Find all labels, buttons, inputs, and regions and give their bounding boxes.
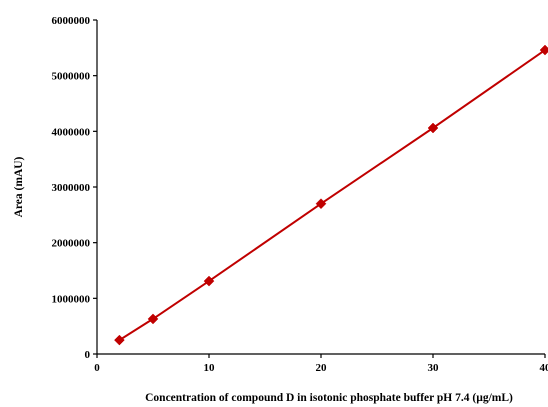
x-tick-label: 20 xyxy=(316,362,328,374)
data-point-marker xyxy=(203,275,215,287)
x-tick-label: 40 xyxy=(540,362,548,374)
y-axis-ticks: 0 1000000 2000000 3000000 4000000 5000000 6000… xyxy=(52,15,97,361)
y-tick-label: 5000000 xyxy=(52,71,91,83)
y-tick-label: 3000000 xyxy=(52,182,91,194)
axes xyxy=(96,20,545,355)
y-tick-label: 1000000 xyxy=(52,293,91,305)
x-tick-label: 0 xyxy=(94,362,100,374)
data-point-marker xyxy=(427,122,439,134)
x-axis-ticks: 0 10 20 30 40 xyxy=(94,354,548,374)
x-tick-label: 30 xyxy=(428,362,440,374)
x-tick-label: 10 xyxy=(204,362,216,374)
data-point-marker xyxy=(539,44,548,56)
data-point-marker xyxy=(147,313,159,325)
y-tick-label: 0 xyxy=(85,349,91,361)
x-axis-title: Concentration of compound D in isotonic … xyxy=(145,392,513,404)
y-tick-label: 6000000 xyxy=(52,15,91,27)
series-line xyxy=(118,49,546,341)
y-axis-title: Area (mAU) xyxy=(13,156,25,217)
plot-area xyxy=(114,44,548,346)
y-tick-label: 4000000 xyxy=(52,126,91,138)
y-tick-label: 2000000 xyxy=(52,238,91,250)
data-point-marker xyxy=(114,334,125,346)
data-point-marker xyxy=(315,198,327,210)
